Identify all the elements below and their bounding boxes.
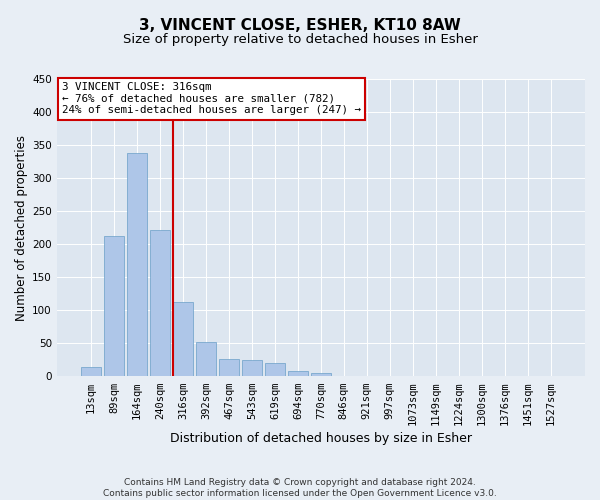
Bar <box>173 302 193 376</box>
Text: 3 VINCENT CLOSE: 316sqm
← 76% of detached houses are smaller (782)
24% of semi-d: 3 VINCENT CLOSE: 316sqm ← 76% of detache… <box>62 82 361 115</box>
Bar <box>150 230 170 376</box>
Bar <box>196 342 217 376</box>
Bar <box>265 363 285 376</box>
Bar <box>242 360 262 376</box>
Bar <box>287 371 308 376</box>
Text: 3, VINCENT CLOSE, ESHER, KT10 8AW: 3, VINCENT CLOSE, ESHER, KT10 8AW <box>139 18 461 32</box>
Text: Size of property relative to detached houses in Esher: Size of property relative to detached ho… <box>122 32 478 46</box>
X-axis label: Distribution of detached houses by size in Esher: Distribution of detached houses by size … <box>170 432 472 445</box>
Bar <box>127 153 148 376</box>
Bar <box>311 373 331 376</box>
Text: Contains HM Land Registry data © Crown copyright and database right 2024.
Contai: Contains HM Land Registry data © Crown c… <box>103 478 497 498</box>
Y-axis label: Number of detached properties: Number of detached properties <box>15 134 28 320</box>
Bar <box>104 236 124 376</box>
Bar <box>218 360 239 376</box>
Bar <box>81 366 101 376</box>
